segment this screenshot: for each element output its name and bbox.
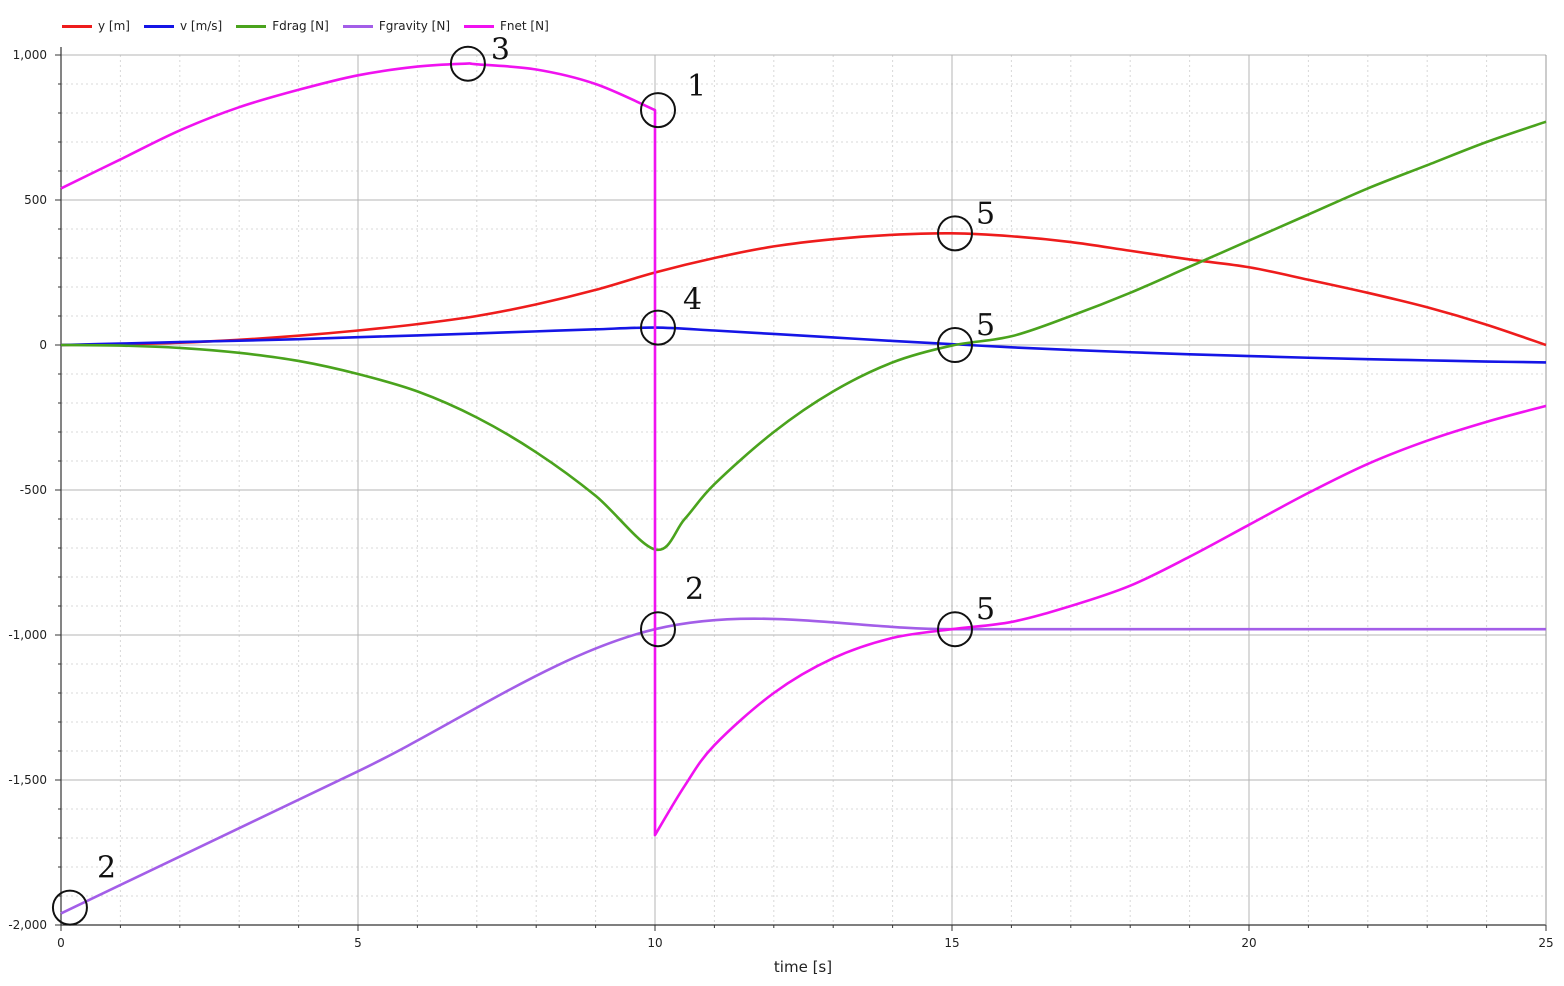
series-line-fgravity [60, 617, 1546, 915]
annotation-circle [449, 45, 486, 82]
x-tick-label: 20 [1241, 936, 1256, 950]
legend-label-v: v [m/s] [179, 19, 223, 33]
legend-label-fnet: Fnet [N] [500, 19, 549, 33]
annotation-label: 5 [976, 196, 995, 231]
series-line-v [60, 326, 1547, 364]
y-tick-label: 1,000 [13, 48, 47, 62]
legend-item-y[interactable]: y [m] [62, 19, 130, 33]
annotation-circle [51, 889, 88, 926]
legend-swatch-v [143, 24, 174, 28]
annotation-label: 5 [976, 308, 995, 343]
y-tick-label: -2,000 [8, 918, 47, 932]
x-tick-label: 10 [647, 936, 662, 950]
y-tick-label: -1,000 [8, 628, 47, 642]
annotation-circle [640, 309, 676, 346]
legend-label-fdrag: Fdrag [N] [272, 19, 329, 33]
x-tick-label: 25 [1538, 936, 1553, 950]
legend-item-v[interactable]: v [m/s] [143, 19, 223, 33]
legend-label-fgravity: Fgravity [N] [378, 19, 451, 33]
major-grid [60, 54, 1547, 926]
legend-swatch-fgravity [342, 24, 373, 28]
annotation-label: 1 [687, 69, 706, 104]
annotation-label: 2 [685, 572, 704, 607]
legend-item-fgravity[interactable]: Fgravity [N] [342, 19, 451, 33]
legend-swatch-fdrag [236, 24, 267, 28]
series-layer [60, 62, 1547, 915]
annotation-circle [640, 611, 676, 648]
annotation-label: 3 [491, 33, 510, 68]
x-tick-label: 5 [354, 936, 362, 950]
annotation-layer: 1 2 2 3 4 5 5 5 [51, 33, 995, 926]
y-tick-label: 0 [39, 338, 47, 352]
y-tick-label: 500 [24, 193, 47, 207]
legend-swatch-y [62, 24, 92, 28]
annotation-circle [937, 215, 973, 252]
series-line-fdrag [60, 120, 1547, 551]
y-tick-label: -1,500 [8, 773, 47, 787]
axes: 0 5 10 15 20 25-2,000-1,500-1,000-50005001,00… [8, 47, 1554, 950]
legend-item-fdrag[interactable]: Fdrag [N] [236, 19, 329, 33]
legend-item-fnet[interactable]: Fnet [N] [464, 19, 549, 33]
x-axis-title: time [s] [774, 958, 832, 976]
annotation-circle [937, 611, 973, 648]
annotation-label: 4 [683, 283, 702, 318]
legend-label-y: y [m] [98, 19, 130, 33]
annotation-label: 2 [97, 851, 116, 886]
series-line-fnet [60, 62, 1547, 837]
x-tick-label: 15 [944, 936, 959, 950]
legend-swatch-fnet [464, 24, 495, 28]
annotation-circle [640, 92, 676, 129]
y-tick-label: -500 [20, 483, 47, 497]
x-tick-label: 0 [57, 936, 65, 950]
annotation-label: 5 [976, 592, 995, 627]
series-line-y [60, 232, 1547, 347]
legend: y [m] v [m/s] Fdrag [N] Fgravity [N] Fne… [62, 16, 563, 36]
annotation-circle [937, 327, 973, 363]
